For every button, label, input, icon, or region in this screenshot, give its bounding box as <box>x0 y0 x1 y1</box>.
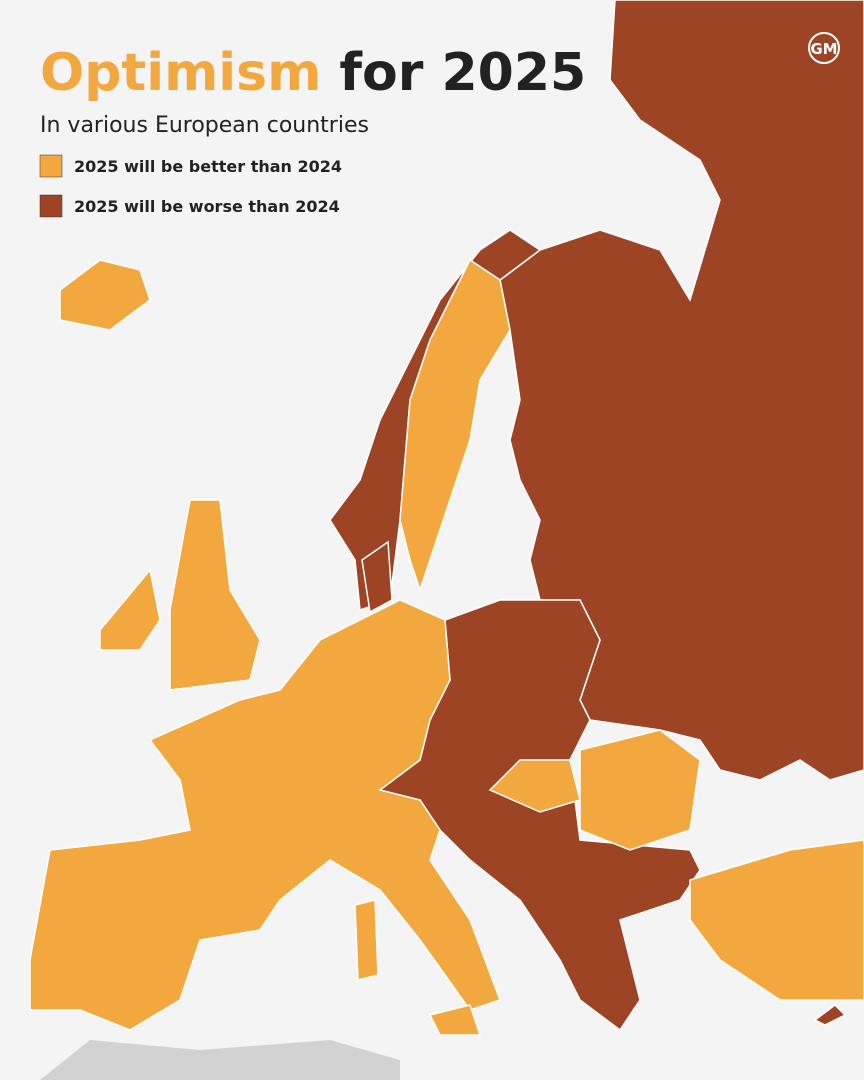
logo-ring <box>808 32 840 64</box>
iceland <box>59 259 151 331</box>
cyprus <box>813 1004 847 1026</box>
romania <box>579 729 701 851</box>
turkey <box>689 839 864 1001</box>
legend-label: 2025 will be better than 2024 <box>74 157 342 176</box>
hungary <box>488 759 581 813</box>
ireland <box>99 568 161 651</box>
sicily <box>428 1004 482 1036</box>
legend: 2025 will be better than 2024 2025 will b… <box>39 154 342 218</box>
sardinia <box>354 899 379 981</box>
worse-countries <box>329 0 864 1032</box>
title: Optimism for 2025 <box>40 43 586 103</box>
subtitle: In various European countries <box>40 113 369 138</box>
north-africa <box>40 1040 400 1080</box>
legend-label: 2025 will be worse than 2024 <box>74 197 340 216</box>
united-kingdom <box>169 499 261 691</box>
better-countries <box>29 258 864 1036</box>
logo: GM <box>810 40 837 58</box>
title-highlight: Optimism <box>40 43 321 103</box>
denmark <box>361 540 393 614</box>
sweden <box>399 258 511 593</box>
legend-swatch <box>39 154 63 178</box>
russia-region <box>499 0 864 781</box>
legend-swatch <box>39 194 63 218</box>
title-rest: for 2025 <box>339 43 586 103</box>
